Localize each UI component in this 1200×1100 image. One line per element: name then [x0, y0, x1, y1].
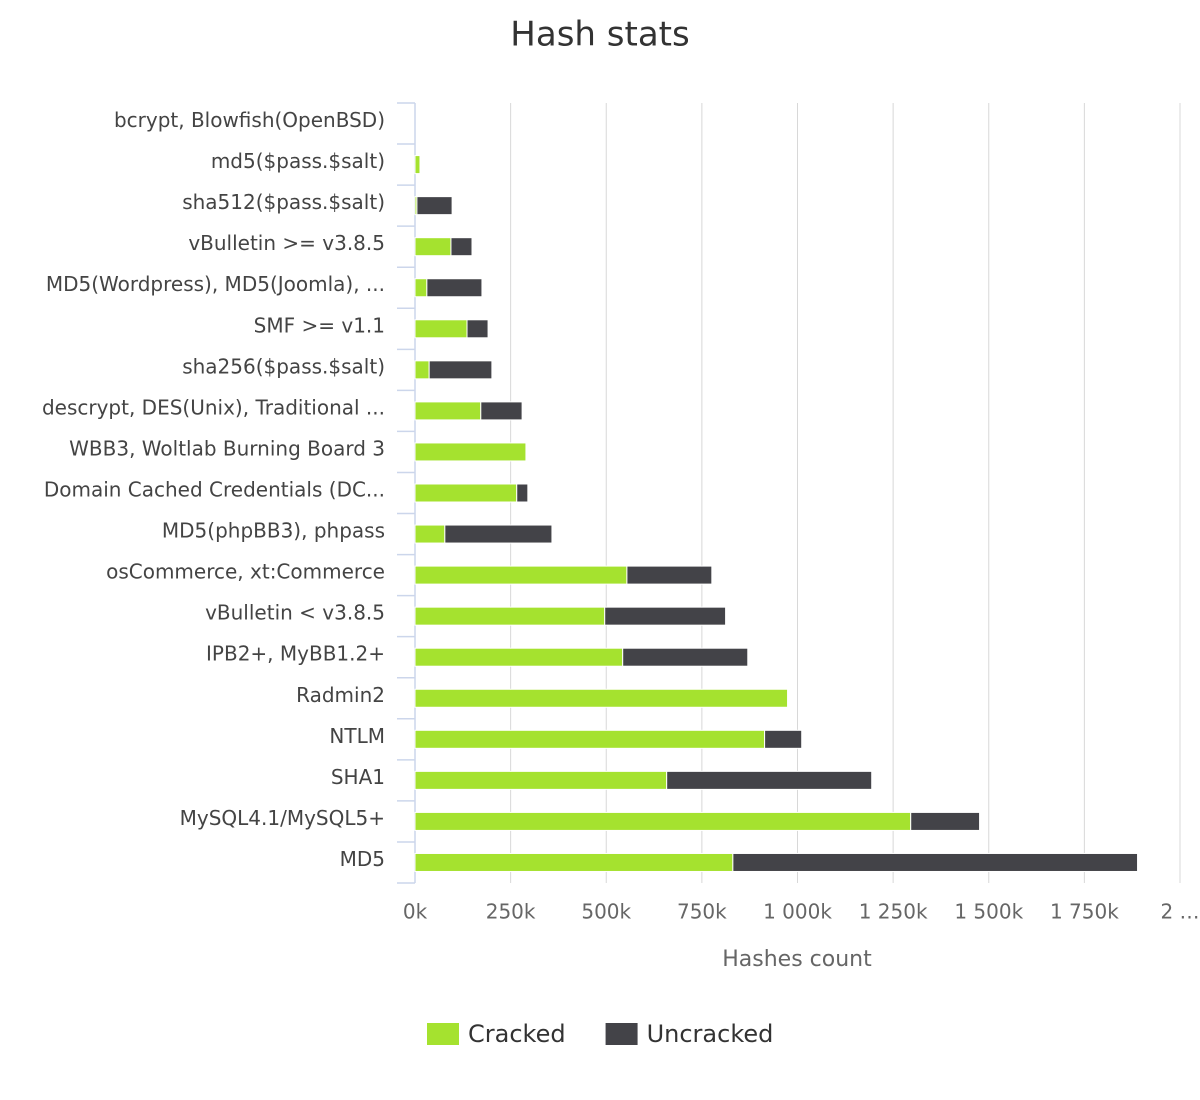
bar-segment: [414, 237, 452, 257]
bar-segment: [428, 360, 493, 380]
y-tick-label: WBB3, Woltlab Burning Board 3: [69, 436, 385, 460]
bar-segment: [910, 811, 981, 831]
y-tick-label: SMF >= v1.1: [254, 313, 385, 337]
chart-title: Hash stats: [510, 15, 689, 55]
bar-segment: [414, 401, 482, 421]
y-tick-label: IPB2+, MyBB1.2+: [206, 642, 385, 666]
bar-segment: [450, 237, 473, 257]
bar-segment: [626, 565, 713, 585]
y-tick-label: vBulletin < v3.8.5: [205, 601, 385, 625]
bar-segment: [414, 811, 912, 831]
x-tick-label: 750k: [677, 900, 727, 924]
y-tick-label: osCommerce, xt:Commerce: [106, 560, 385, 584]
y-tick-label: sha256($pass.$salt): [182, 354, 385, 378]
bar-segment: [414, 319, 468, 339]
bar-segment: [416, 196, 453, 216]
y-tick-label: Radmin2: [296, 683, 385, 707]
y-tick-label: sha512($pass.$salt): [182, 190, 385, 214]
y-tick-label: vBulletin >= v3.8.5: [188, 231, 385, 255]
legend-swatch[interactable]: [427, 1023, 459, 1045]
bar-segment: [414, 483, 518, 503]
bar-segment: [622, 647, 749, 667]
y-tick-label: Domain Cached Credentials (DC...: [44, 478, 385, 502]
y-tick-label: MD5: [340, 847, 385, 871]
bar-segment: [444, 524, 553, 544]
bar-segment: [414, 155, 421, 175]
bar-segment: [414, 524, 446, 544]
x-tick-label: 1 250k: [859, 900, 928, 924]
bar-segment: [414, 729, 766, 749]
bar-segment: [414, 442, 527, 462]
bar-segment: [666, 770, 873, 790]
y-tick-label: bcrypt, Blowfish(OpenBSD): [114, 108, 385, 132]
bar-segment: [466, 319, 489, 339]
x-tick-label: 2 …: [1160, 900, 1199, 924]
y-tick-label: MD5(phpBB3), phpass: [162, 519, 385, 543]
bar-segment: [414, 852, 734, 872]
x-tick-label: 250k: [486, 900, 536, 924]
x-tick-label: 1 500k: [954, 900, 1023, 924]
legend-swatch[interactable]: [605, 1023, 638, 1045]
y-tick-label: MD5(Wordpress), MD5(Joomla), ...: [46, 272, 385, 296]
bar-segment: [764, 729, 803, 749]
bar-segment: [414, 688, 789, 708]
y-tick-label: descrypt, DES(Unix), Traditional ...: [42, 395, 385, 419]
y-tick-label: MySQL4.1/MySQL5+: [180, 806, 385, 830]
bar-segment: [414, 770, 668, 790]
y-tick-label: NTLM: [329, 724, 385, 748]
y-tick-label: SHA1: [331, 765, 385, 789]
bar-segment: [480, 401, 523, 421]
x-tick-label: 1 750k: [1050, 900, 1119, 924]
bar-segment: [414, 606, 606, 626]
bar-segment: [414, 360, 430, 380]
legend-label[interactable]: Uncracked: [647, 1020, 774, 1048]
x-tick-label: 1 000k: [763, 900, 832, 924]
x-tick-label: 0k: [403, 900, 428, 924]
bar-segment: [732, 852, 1139, 872]
legend-label[interactable]: Cracked: [468, 1020, 566, 1048]
x-axis-title: Hashes count: [722, 947, 872, 972]
x-tick-label: 500k: [581, 900, 631, 924]
bar-segment: [426, 278, 483, 298]
bar-segment: [414, 647, 624, 667]
bar-segment: [516, 483, 529, 503]
bar-segment: [414, 278, 428, 298]
bar-segment: [414, 565, 628, 585]
bar-segment: [604, 606, 727, 626]
y-tick-label: md5($pass.$salt): [211, 149, 385, 173]
